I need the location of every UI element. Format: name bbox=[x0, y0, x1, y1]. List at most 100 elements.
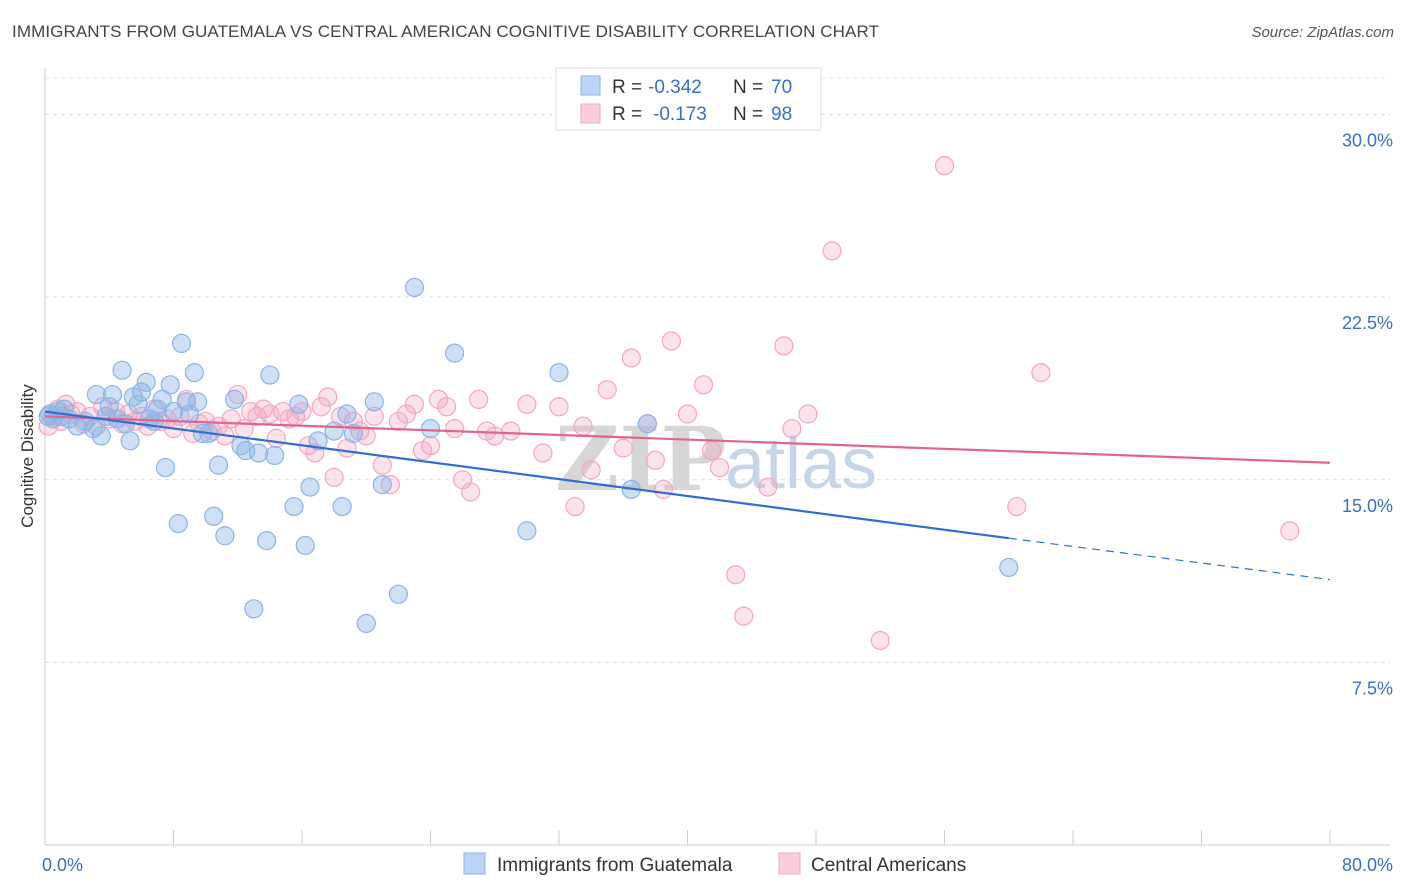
data-point bbox=[388, 584, 408, 604]
data-point bbox=[152, 389, 172, 410]
data-point bbox=[549, 397, 569, 417]
data-point bbox=[1007, 496, 1027, 517]
data-point bbox=[573, 416, 593, 436]
data-point bbox=[244, 599, 264, 619]
data-point bbox=[176, 392, 196, 412]
legend-swatch-blue bbox=[580, 75, 601, 96]
grid-lines bbox=[45, 77, 1390, 663]
data-point bbox=[388, 411, 408, 431]
watermark-atlas: atlas bbox=[725, 424, 877, 504]
bottom-legend-label-pink: Central Americans bbox=[811, 855, 966, 876]
legend-r-value-1: -0.342 bbox=[648, 77, 702, 98]
data-point bbox=[128, 394, 148, 414]
trend-lines bbox=[44, 410, 1331, 581]
watermark-zip: ZIP bbox=[555, 407, 727, 511]
data-point bbox=[184, 363, 204, 383]
data-point bbox=[637, 414, 657, 434]
watermark: ZIP atlas bbox=[555, 407, 877, 511]
data-point bbox=[343, 423, 363, 444]
data-point bbox=[102, 384, 123, 405]
data-point bbox=[822, 241, 842, 261]
data-point bbox=[356, 613, 376, 634]
legend-swatch-pink bbox=[580, 103, 601, 124]
data-point bbox=[501, 421, 521, 441]
data-point bbox=[653, 479, 674, 500]
data-point bbox=[160, 375, 180, 395]
data-point bbox=[260, 365, 280, 385]
data-point bbox=[645, 450, 665, 470]
y-axis-title: Cognitive Disability bbox=[18, 384, 37, 528]
legend-r-label-1: R = bbox=[612, 77, 642, 98]
data-point bbox=[171, 333, 192, 354]
data-point bbox=[372, 475, 392, 495]
data-point bbox=[677, 404, 698, 424]
data-point bbox=[581, 460, 601, 480]
data-point bbox=[621, 348, 641, 368]
data-point bbox=[295, 535, 315, 556]
data-point bbox=[999, 557, 1019, 578]
data-point bbox=[112, 360, 132, 380]
data-point bbox=[597, 380, 617, 400]
bottom-legend-swatch-blue bbox=[463, 852, 486, 875]
data-point bbox=[774, 336, 794, 356]
data-point bbox=[485, 426, 505, 446]
data-point bbox=[565, 496, 585, 517]
data-point bbox=[701, 440, 722, 461]
axes bbox=[44, 68, 1390, 846]
trend-line-guatemala bbox=[44, 410, 1009, 540]
data-point bbox=[337, 404, 357, 424]
data-point bbox=[120, 431, 140, 451]
data-point bbox=[404, 277, 425, 298]
data-point bbox=[661, 331, 682, 351]
chart-title: IMMIGRANTS FROM GUATEMALA VS CENTRAL AME… bbox=[12, 22, 880, 41]
data-point bbox=[693, 375, 714, 395]
data-point bbox=[364, 406, 384, 427]
data-point bbox=[266, 428, 286, 448]
data-point bbox=[870, 630, 890, 651]
legend-r-value-2: -0.173 bbox=[653, 104, 707, 125]
legend-n-label-2: N = bbox=[733, 104, 763, 125]
bottom-legend: Immigrants from Guatemala Central Americ… bbox=[463, 852, 966, 876]
legend-n-value-2: 98 bbox=[771, 104, 792, 125]
tick-labels: 30.0% 22.5% 15.0% 7.5% 0.0% 80.0% bbox=[42, 131, 1393, 875]
legend-box: R = -0.342 N = 70 R = -0.173 N = 98 bbox=[555, 67, 822, 131]
data-point bbox=[782, 419, 802, 439]
data-point bbox=[86, 384, 107, 405]
data-point bbox=[300, 477, 320, 497]
data-point bbox=[208, 455, 229, 475]
trend-line-guatemala-extension bbox=[1008, 537, 1331, 581]
data-point bbox=[710, 457, 730, 478]
data-point bbox=[444, 419, 465, 439]
data-point bbox=[311, 397, 331, 417]
data-point bbox=[91, 426, 111, 446]
data-point bbox=[147, 399, 168, 419]
bottom-legend-label-blue: Immigrants from Guatemala bbox=[497, 855, 733, 876]
data-point bbox=[420, 436, 441, 456]
data-point bbox=[444, 343, 465, 363]
data-point bbox=[1280, 521, 1300, 541]
data-point bbox=[168, 513, 188, 534]
data-point bbox=[308, 431, 328, 451]
data-point bbox=[204, 506, 224, 526]
data-point bbox=[284, 496, 304, 517]
x-tick-label: 80.0% bbox=[1342, 855, 1393, 875]
legend-n-label-1: N = bbox=[733, 77, 763, 98]
data-point bbox=[1031, 363, 1051, 383]
x-tick-label: 0.0% bbox=[42, 855, 83, 875]
y-tick-label: 30.0% bbox=[1342, 131, 1393, 151]
data-point bbox=[934, 156, 955, 176]
data-point bbox=[289, 394, 309, 414]
data-point bbox=[396, 404, 417, 424]
data-point bbox=[758, 477, 778, 497]
data-point bbox=[257, 531, 277, 551]
data-point bbox=[324, 467, 344, 487]
y-tick-label: 15.0% bbox=[1342, 496, 1393, 516]
data-point bbox=[428, 389, 449, 410]
data-point bbox=[420, 419, 441, 439]
data-point bbox=[136, 372, 156, 392]
data-point bbox=[461, 482, 481, 502]
data-point bbox=[364, 392, 384, 412]
source-label: Source: ZipAtlas.com bbox=[1251, 24, 1394, 41]
data-point bbox=[155, 457, 176, 478]
data-point bbox=[549, 363, 569, 383]
